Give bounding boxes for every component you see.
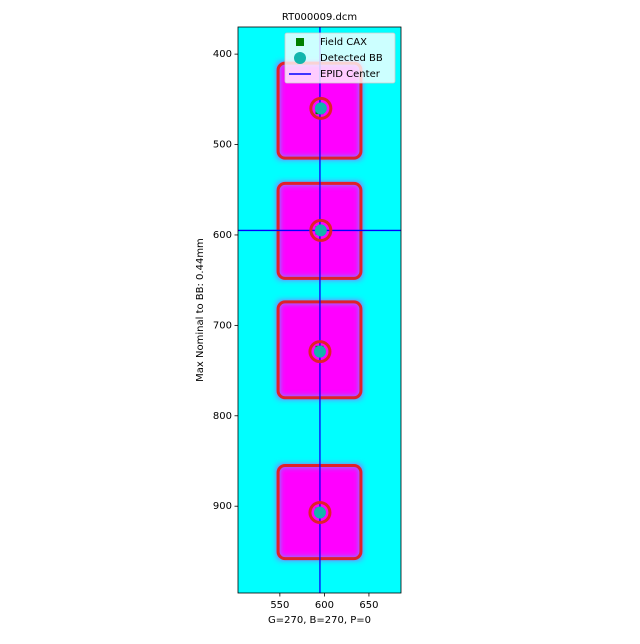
detected-bb [314,224,327,237]
plot-area [238,27,401,593]
bb-contour [309,96,333,120]
y-tick-label: 900 [213,501,232,512]
legend-marker [294,52,306,64]
bb-contour [308,501,332,525]
detected-bb [314,102,327,115]
y-tick-label: 800 [213,411,232,422]
x-axis-label: G=270, B=270, P=0 [268,615,371,626]
axes-frame [237,26,402,594]
legend-box [284,32,396,84]
bb-contour [308,340,332,364]
y-tick-label: 700 [213,320,232,331]
y-tick-label: 400 [213,49,232,60]
y-axis-label: Max Nominal to BB: 0.44mm [195,238,206,382]
x-tick-label: 550 [270,600,289,611]
legend-label: Detected BB [320,53,383,64]
x-tick-label: 600 [315,600,334,611]
detected-bb [313,345,326,358]
legend: Field CAX Detected BB EPID Center [284,32,396,84]
y-tick-label: 500 [213,140,232,151]
legend-label: EPID Center [320,69,381,80]
chart-title: RT000009.dcm [282,12,357,23]
y-tick-label: 600 [213,230,232,241]
detected-bb [313,506,326,519]
bb-contour [309,218,333,242]
x-tick-label: 650 [359,600,378,611]
legend-label: Field CAX [320,37,367,48]
legend-marker [296,38,304,46]
